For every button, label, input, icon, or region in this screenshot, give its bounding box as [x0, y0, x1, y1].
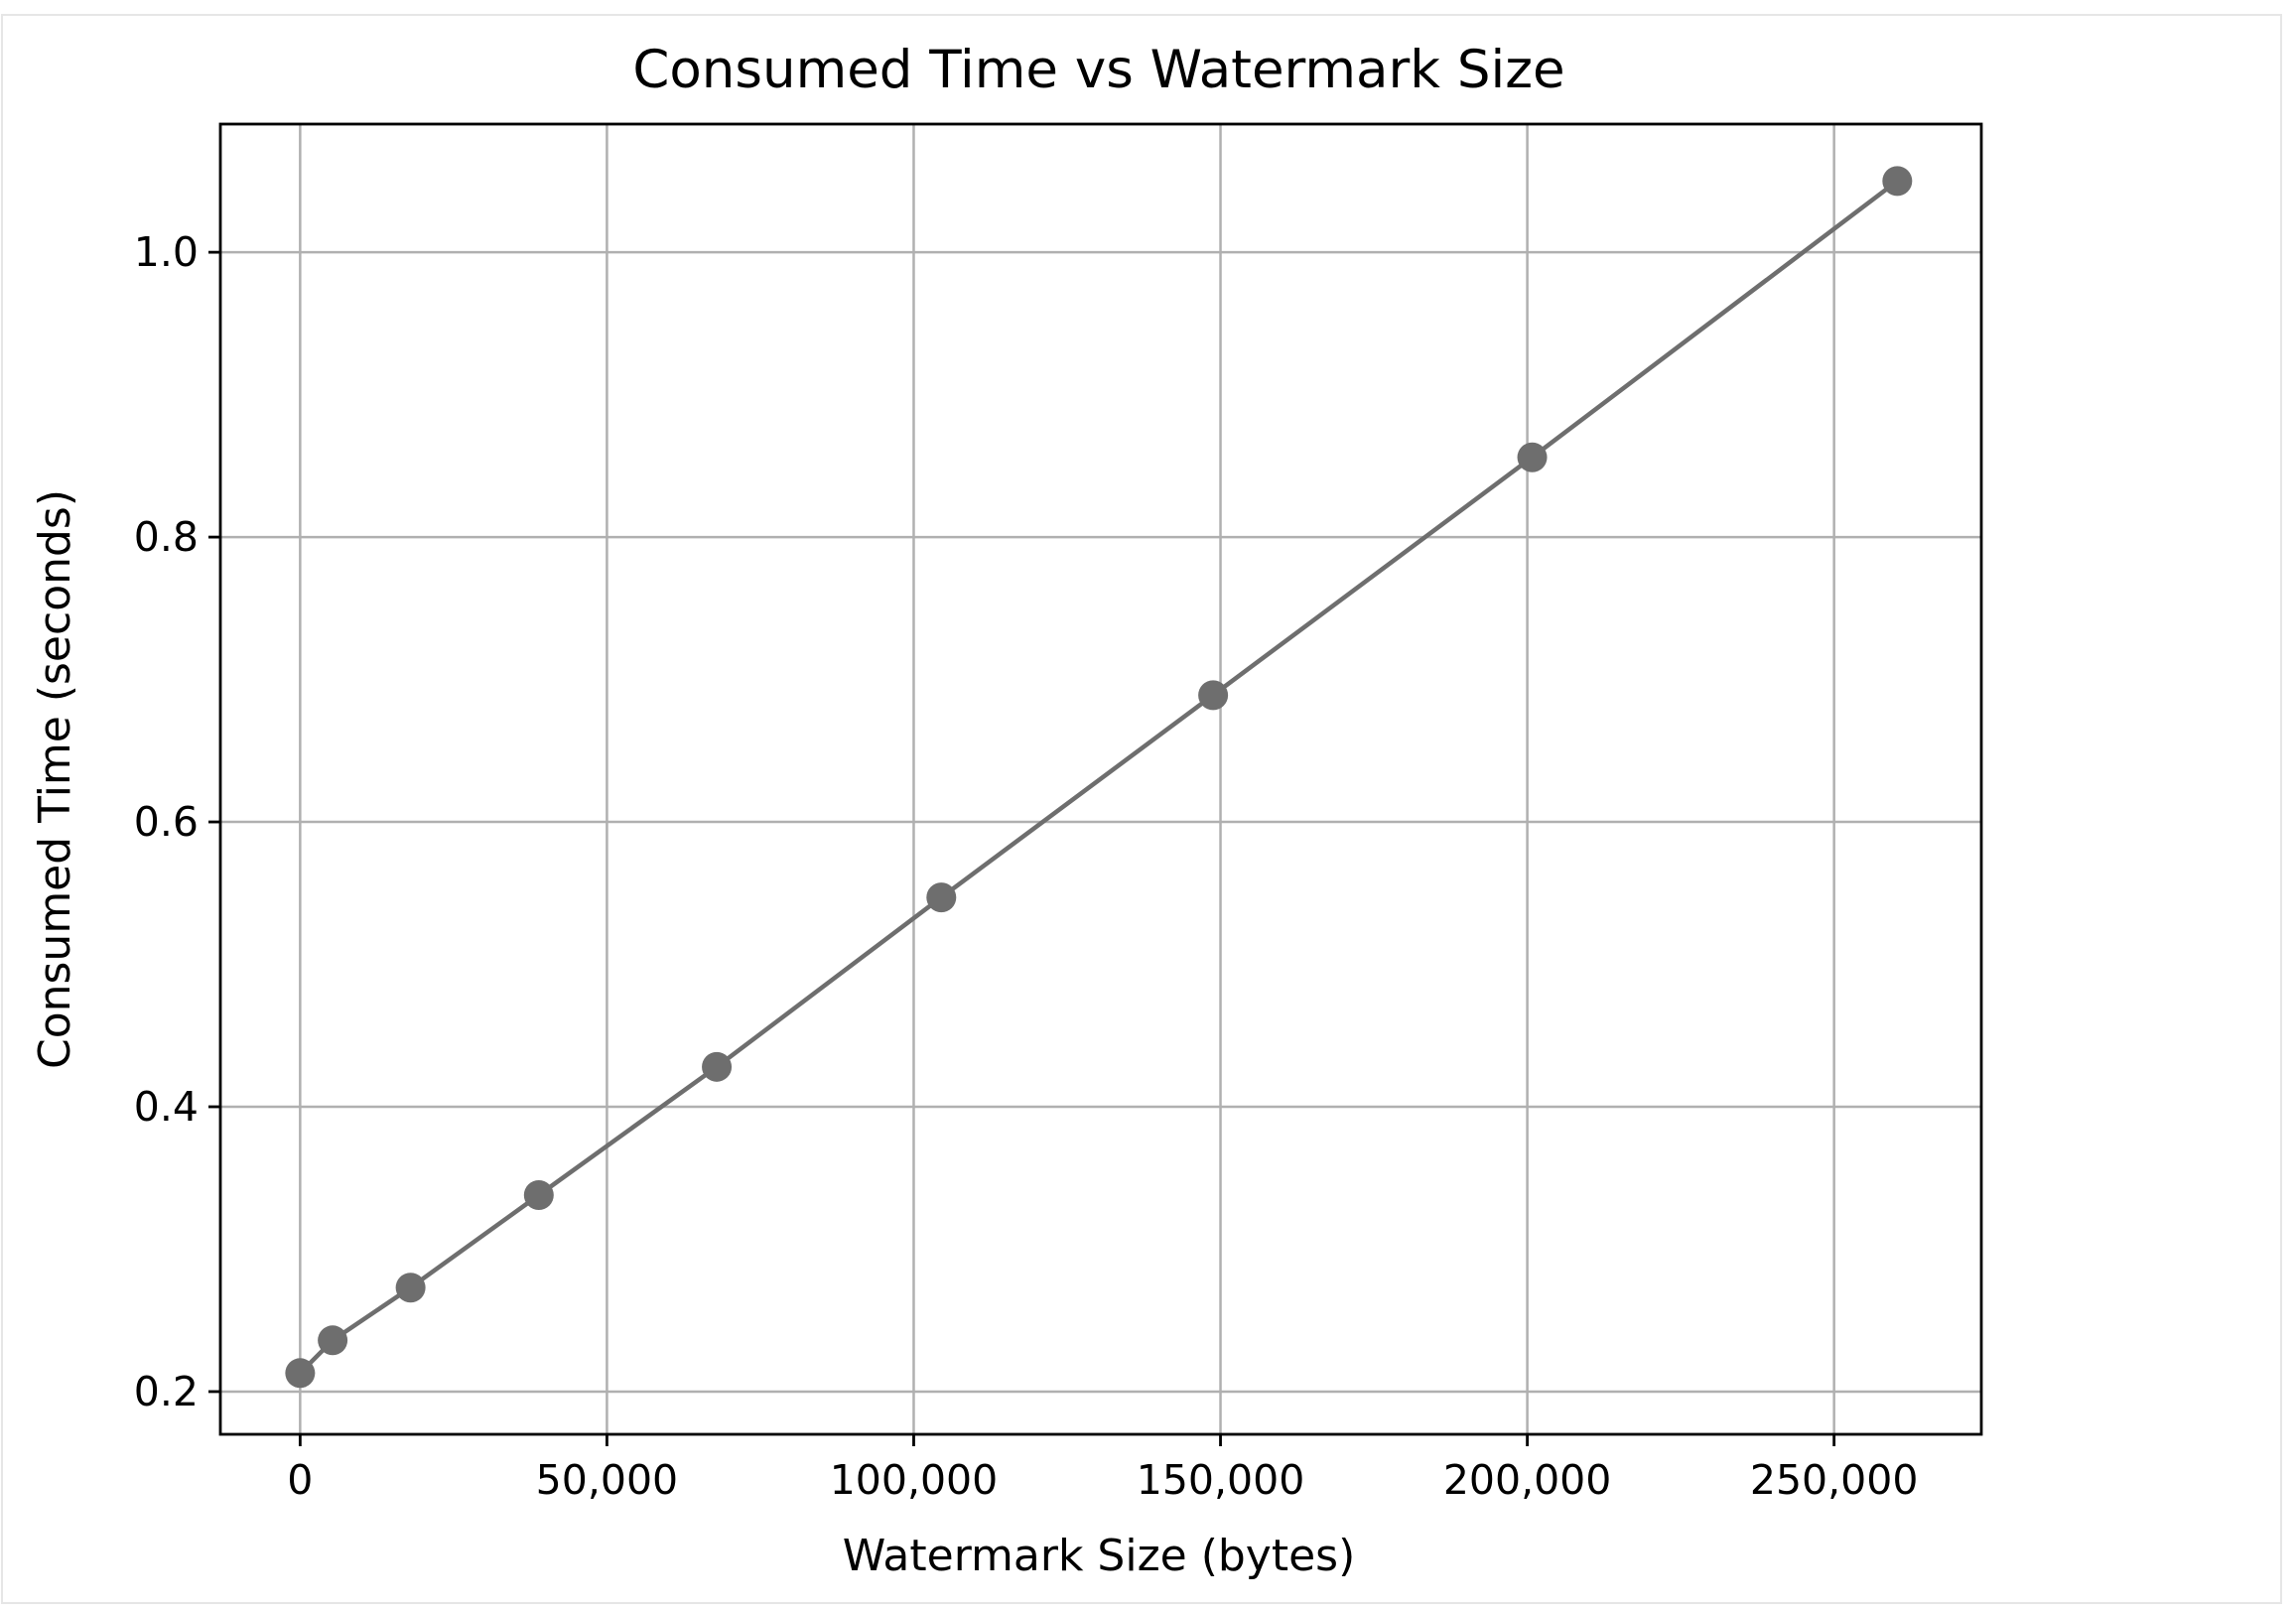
y-axis-label: Consumed Time (seconds)	[30, 489, 80, 1069]
grid	[220, 124, 1981, 1434]
y-axis: 0.2 0.4 0.6 0.8 1.0	[134, 228, 220, 1415]
x-tick-label: 100,000	[830, 1456, 999, 1504]
chart-title: Consumed Time vs Watermark Size	[632, 40, 1564, 100]
x-axis: 0 50,000 100,000 150,000 200,000 250,000	[287, 1434, 1918, 1504]
x-axis-label: Watermark Size (bytes)	[843, 1531, 1356, 1581]
data-point	[1882, 166, 1913, 197]
data-point	[1198, 680, 1229, 711]
x-tick-label: 200,000	[1443, 1456, 1612, 1504]
data-point	[285, 1358, 316, 1389]
data-point	[702, 1051, 733, 1082]
data-point	[926, 882, 957, 913]
x-tick-label: 150,000	[1137, 1456, 1305, 1504]
y-tick-label: 1.0	[134, 228, 199, 276]
data-point	[1517, 442, 1548, 472]
y-tick-label: 0.6	[134, 798, 199, 846]
y-tick-label: 0.2	[134, 1368, 199, 1415]
y-tick-label: 0.8	[134, 513, 199, 561]
data-point	[523, 1179, 554, 1210]
series-layer	[285, 166, 1913, 1389]
x-tick-label: 50,000	[536, 1456, 678, 1504]
y-tick-label: 0.4	[134, 1083, 199, 1131]
x-tick-label: 250,000	[1750, 1456, 1919, 1504]
data-point	[395, 1273, 426, 1303]
plot-area	[218, 122, 1983, 1436]
figure-frame	[1, 14, 2282, 1604]
data-point	[318, 1325, 348, 1356]
x-tick-label: 0	[287, 1456, 313, 1504]
